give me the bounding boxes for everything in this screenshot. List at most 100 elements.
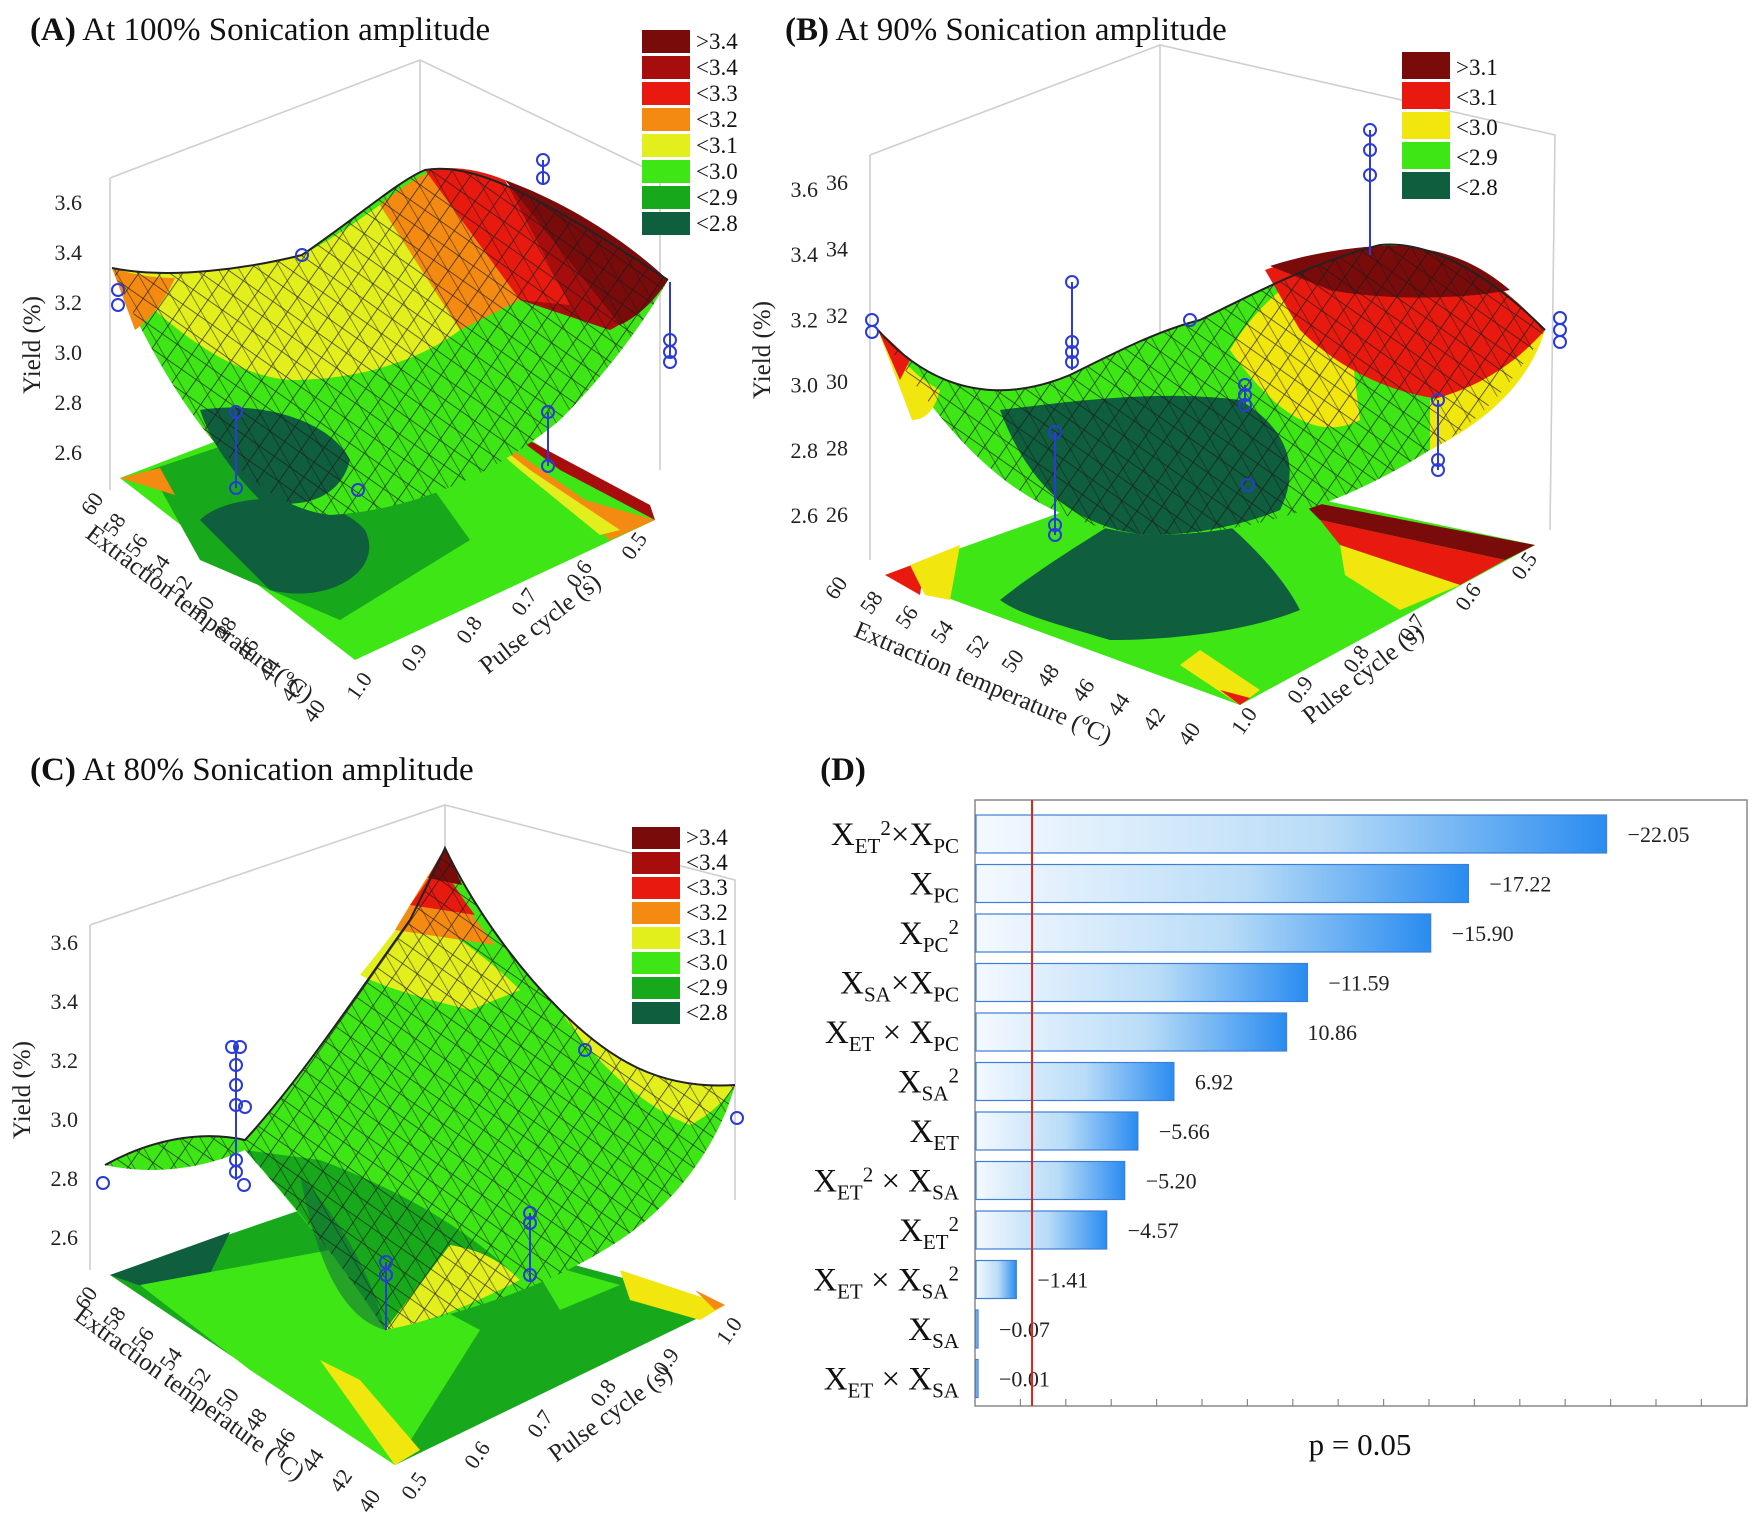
panel-a-legend-swatch — [642, 134, 690, 157]
panel-b-x-tick: 46 — [1066, 674, 1099, 706]
panel-d-term-label: XPC2 — [899, 915, 959, 957]
panel-c-z-label: Yield (%) — [9, 1041, 36, 1139]
panel-a-legend-label: <2.8 — [696, 211, 738, 236]
panel-c-legend-swatch — [632, 827, 680, 849]
panel-a-z-tick: 3.0 — [55, 340, 83, 365]
panel-b-title: (B) At 90% Sonication amplitude — [785, 12, 1227, 48]
panel-c-legend-label: <3.1 — [686, 925, 728, 950]
panel-d-bar — [975, 1111, 1139, 1151]
panel-b-design-points — [865, 123, 1567, 542]
panel-d-bar-value: 10.86 — [1308, 1020, 1358, 1045]
panel-d-plot-frame — [974, 799, 1748, 1407]
panel-c-y-tick: 0.5 — [396, 1467, 432, 1504]
panel-c-legend: >3.4<3.4<3.3<3.2<3.1<3.0<2.9<2.8 — [632, 825, 728, 1025]
panel-b-z-ticks: 3.6 3.4 3.2 3.0 2.8 2.6 — [791, 177, 819, 528]
panel-a-response-surface — [111, 167, 669, 515]
panel-c-legend-label: <2.8 — [686, 1000, 728, 1025]
panel-b-legend-label: >3.1 — [1456, 55, 1498, 80]
panel-a-z-label: Yield (%) — [19, 296, 46, 394]
panel-c-legend-swatch — [632, 852, 680, 874]
panel-a-legend-label: <3.4 — [696, 55, 738, 80]
panel-c-legend-label: <3.3 — [686, 875, 728, 900]
panel-c-legend-swatch — [632, 977, 680, 999]
panel-b-legend-swatch — [1402, 112, 1450, 139]
panel-b-legend-label: <2.9 — [1456, 145, 1498, 170]
panel-b-z-tick: 3.2 — [791, 307, 819, 332]
panel-b-legend-label: <3.1 — [1456, 85, 1498, 110]
panel-d-x-ticks — [1019, 1399, 1748, 1406]
panel-a-design-points — [111, 153, 677, 497]
panel-a-z-tick: 2.8 — [55, 390, 83, 415]
panel-c-y-tick: 1.0 — [711, 1312, 747, 1349]
panel-b-z-tick-inner: 28 — [826, 436, 848, 461]
panel-d-term-label: XSA2 — [898, 1064, 959, 1106]
panel-b-x-tick: 56 — [890, 601, 923, 633]
panel-c-legend-label: <3.4 — [686, 850, 728, 875]
panel-b-x-tick: 54 — [925, 615, 958, 647]
panel-a-title: (A) At 100% Sonication amplitude — [30, 12, 490, 48]
panel-c-letter: (C) — [30, 752, 76, 788]
panel-b-legend: >3.1 <3.1 <3.0 <2.9 <2.8 — [1402, 52, 1498, 200]
panel-c: (C) At 80% Sonication amplitude — [9, 752, 747, 1517]
panel-d-bar — [975, 1259, 1017, 1300]
panel-b-box-frame — [869, 44, 1556, 560]
panel-d-bar-value: 6.92 — [1195, 1070, 1234, 1095]
panel-c-z-tick: 2.8 — [51, 1166, 79, 1191]
panel-b-z-tick-inner: 34 — [826, 236, 848, 261]
panel-d-term-label: XET × XPC — [825, 1015, 959, 1056]
panel-c-y-tick: 0.6 — [459, 1436, 495, 1473]
panel-a-legend-label: >3.4 — [696, 29, 738, 54]
panel-d-bar-value: −11.59 — [1328, 971, 1389, 996]
panel-d-bar-value: −22.05 — [1628, 822, 1690, 847]
panel-d-bar — [975, 1309, 979, 1349]
panel-a-y-tick: 1.0 — [341, 667, 377, 704]
panel-b-z-tick-inner: 30 — [826, 369, 848, 394]
panel-c-z-tick: 3.0 — [51, 1107, 79, 1132]
panel-a-y-tick: 0.9 — [396, 639, 432, 676]
panel-b-legend-swatch — [1402, 142, 1450, 169]
panel-b-x-tick: 58 — [855, 586, 888, 618]
panel-c-x-tick: 40 — [352, 1485, 385, 1517]
panel-b-x-tick: 42 — [1137, 703, 1170, 735]
panel-c-legend-swatch — [632, 902, 680, 924]
panel-d-term-label: XSA×XPC — [840, 966, 959, 1007]
panel-d-bar — [975, 1358, 979, 1399]
panel-a-z-tick: 3.4 — [55, 240, 83, 265]
panel-b-x-tick: 52 — [961, 630, 994, 662]
panel-d-term-label: XPC — [909, 867, 959, 908]
panel-d-letter: (D) — [820, 752, 866, 788]
panel-a-legend-swatch — [642, 82, 690, 105]
panel-c-title: (C) At 80% Sonication amplitude — [30, 752, 474, 788]
panel-d-bar-value: −0.01 — [999, 1367, 1050, 1392]
panel-c-x-tick: 42 — [324, 1464, 357, 1496]
panel-d-bar — [975, 1061, 1175, 1102]
panel-b-legend-swatch — [1402, 172, 1450, 199]
panel-d-bar — [975, 1160, 1126, 1201]
panel-d: (D) −22.05 XET2×XPC −17.22 XPC −15.90 XPC2 −11… — [813, 752, 1748, 1462]
panel-a-legend-swatch — [642, 108, 690, 131]
panel-a-legend-swatch — [642, 30, 690, 53]
panel-a-z-tick: 3.2 — [55, 290, 83, 315]
panel-b-legend-label: <2.8 — [1456, 175, 1498, 200]
panel-d-term-label: XSA — [908, 1312, 960, 1353]
panel-d-term-label: XET2 × XSA — [813, 1163, 960, 1205]
panel-c-legend-swatch — [632, 1002, 680, 1024]
panel-b-floor-contour — [885, 470, 1535, 705]
panel-b-x-tick: 40 — [1172, 718, 1205, 750]
panel-b-z-ticks-inner: 36 34 32 30 28 26 — [826, 170, 848, 527]
panel-c-z-tick: 3.6 — [51, 930, 79, 955]
panel-c-legend-label: <3.2 — [686, 900, 728, 925]
panel-a-legend-label: <3.3 — [696, 81, 738, 106]
panel-c-legend-swatch — [632, 952, 680, 974]
panel-b-z-tick: 2.8 — [791, 438, 819, 463]
panel-b-legend-label: <3.0 — [1456, 115, 1498, 140]
panel-b-z-tick-inner: 26 — [826, 502, 848, 527]
panel-b-legend-swatch — [1402, 82, 1450, 109]
panel-d-term-label: XET2×XPC — [831, 816, 959, 858]
panel-a-legend-label: <2.9 — [696, 185, 738, 210]
panel-d-bar-value: −15.90 — [1452, 921, 1514, 946]
panel-a-legend-swatch — [642, 160, 690, 183]
panel-d-bar — [975, 1012, 1288, 1052]
panel-a-legend-label: <3.2 — [696, 107, 738, 132]
panel-d-p-value: p = 0.05 — [1309, 1427, 1412, 1462]
